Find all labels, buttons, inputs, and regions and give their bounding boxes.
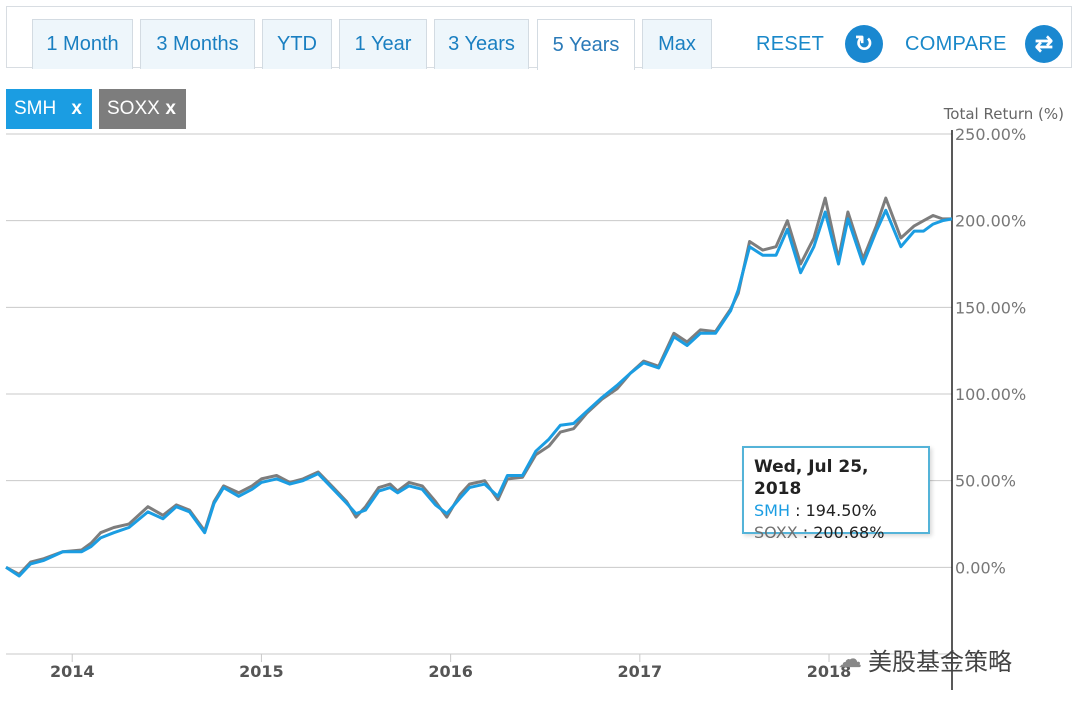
tab-3-months[interactable]: 3 Months xyxy=(140,19,255,69)
tooltip-s2-value: 200.68% xyxy=(813,523,885,542)
chip-smh-label: SMH xyxy=(14,98,57,119)
hover-tooltip: Wed, Jul 25, 2018 SMH : 194.50% SOXX : 2… xyxy=(742,446,930,542)
x-tick-label: 2018 xyxy=(807,662,852,681)
compare-button[interactable]: COMPARE xyxy=(905,33,1007,55)
watermark-text: 美股基金策略 xyxy=(868,649,1012,676)
x-tick-label: 2017 xyxy=(618,662,663,681)
x-tick-label: 2015 xyxy=(239,662,284,681)
y-tick-label: 200.00% xyxy=(955,212,1026,231)
x-tick-label: 2014 xyxy=(50,662,95,681)
tab-1-month[interactable]: 1 Month xyxy=(32,19,133,69)
tooltip-s2-name: SOXX xyxy=(754,523,798,542)
y-tick-label: 50.00% xyxy=(955,472,1016,491)
reset-icon[interactable]: ↻ xyxy=(845,25,883,63)
y-tick-label: 250.00% xyxy=(955,125,1026,144)
tooltip-s1-name: SMH xyxy=(754,501,790,520)
chip-soxx-close-icon[interactable]: x xyxy=(165,98,176,119)
wechat-icon: ☁ xyxy=(838,646,862,673)
tab-5-years[interactable]: 5 Years xyxy=(537,19,635,70)
swap-icon[interactable]: ⇄ xyxy=(1025,25,1063,63)
y-axis-title: Total Return (%) xyxy=(943,105,1064,123)
tab-1-year[interactable]: 1 Year xyxy=(339,19,427,69)
chip-smh[interactable]: SMH x xyxy=(6,89,92,129)
chip-smh-close-icon[interactable]: x xyxy=(71,98,82,119)
chip-soxx-label: SOXX xyxy=(107,98,160,119)
series-line-smh xyxy=(5,208,953,578)
watermark: ☁ 美股基金策略 xyxy=(838,642,1012,677)
tooltip-s1-value: 194.50% xyxy=(805,501,877,520)
tab-max[interactable]: Max xyxy=(642,19,712,69)
x-tick-label: 2016 xyxy=(428,662,473,681)
y-tick-label: 150.00% xyxy=(955,298,1026,317)
tab-ytd[interactable]: YTD xyxy=(262,19,332,69)
range-tab-bar: 1 Month 3 Months YTD 1 Year 3 Years 5 Ye… xyxy=(6,6,1072,70)
tab-3-years[interactable]: 3 Years xyxy=(434,19,529,69)
tooltip-date: Wed, Jul 25, 2018 xyxy=(754,457,869,499)
chip-soxx[interactable]: SOXX x xyxy=(99,89,186,129)
y-tick-label: 0.00% xyxy=(955,558,1006,577)
reset-button[interactable]: RESET xyxy=(756,33,825,55)
y-tick-label: 100.00% xyxy=(955,385,1026,404)
series-line-soxx xyxy=(5,196,952,576)
